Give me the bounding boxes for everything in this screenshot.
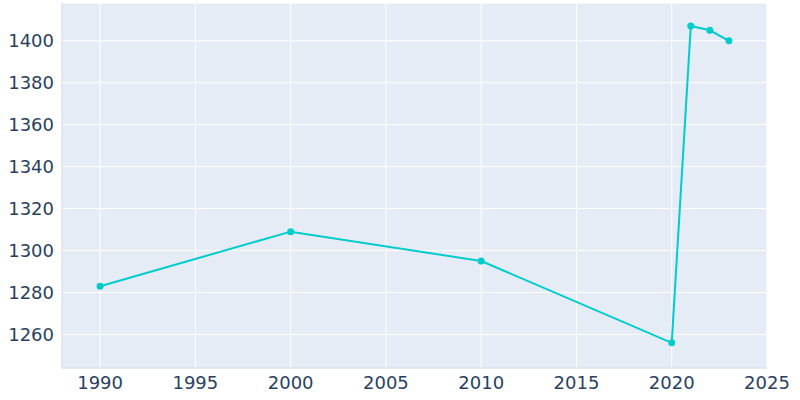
svg-text:2010: 2010 [458, 372, 504, 393]
svg-text:2015: 2015 [554, 372, 600, 393]
svg-text:1300: 1300 [8, 240, 54, 261]
svg-text:1380: 1380 [8, 72, 54, 93]
svg-text:1400: 1400 [8, 30, 54, 51]
svg-text:1340: 1340 [8, 156, 54, 177]
svg-text:1320: 1320 [8, 198, 54, 219]
svg-text:2025: 2025 [744, 372, 790, 393]
svg-text:2000: 2000 [268, 372, 314, 393]
svg-text:1280: 1280 [8, 282, 54, 303]
svg-text:1360: 1360 [8, 114, 54, 135]
svg-text:2005: 2005 [363, 372, 409, 393]
svg-text:1260: 1260 [8, 324, 54, 345]
svg-text:1990: 1990 [77, 372, 123, 393]
svg-text:2020: 2020 [649, 372, 695, 393]
svg-text:1995: 1995 [172, 372, 218, 393]
